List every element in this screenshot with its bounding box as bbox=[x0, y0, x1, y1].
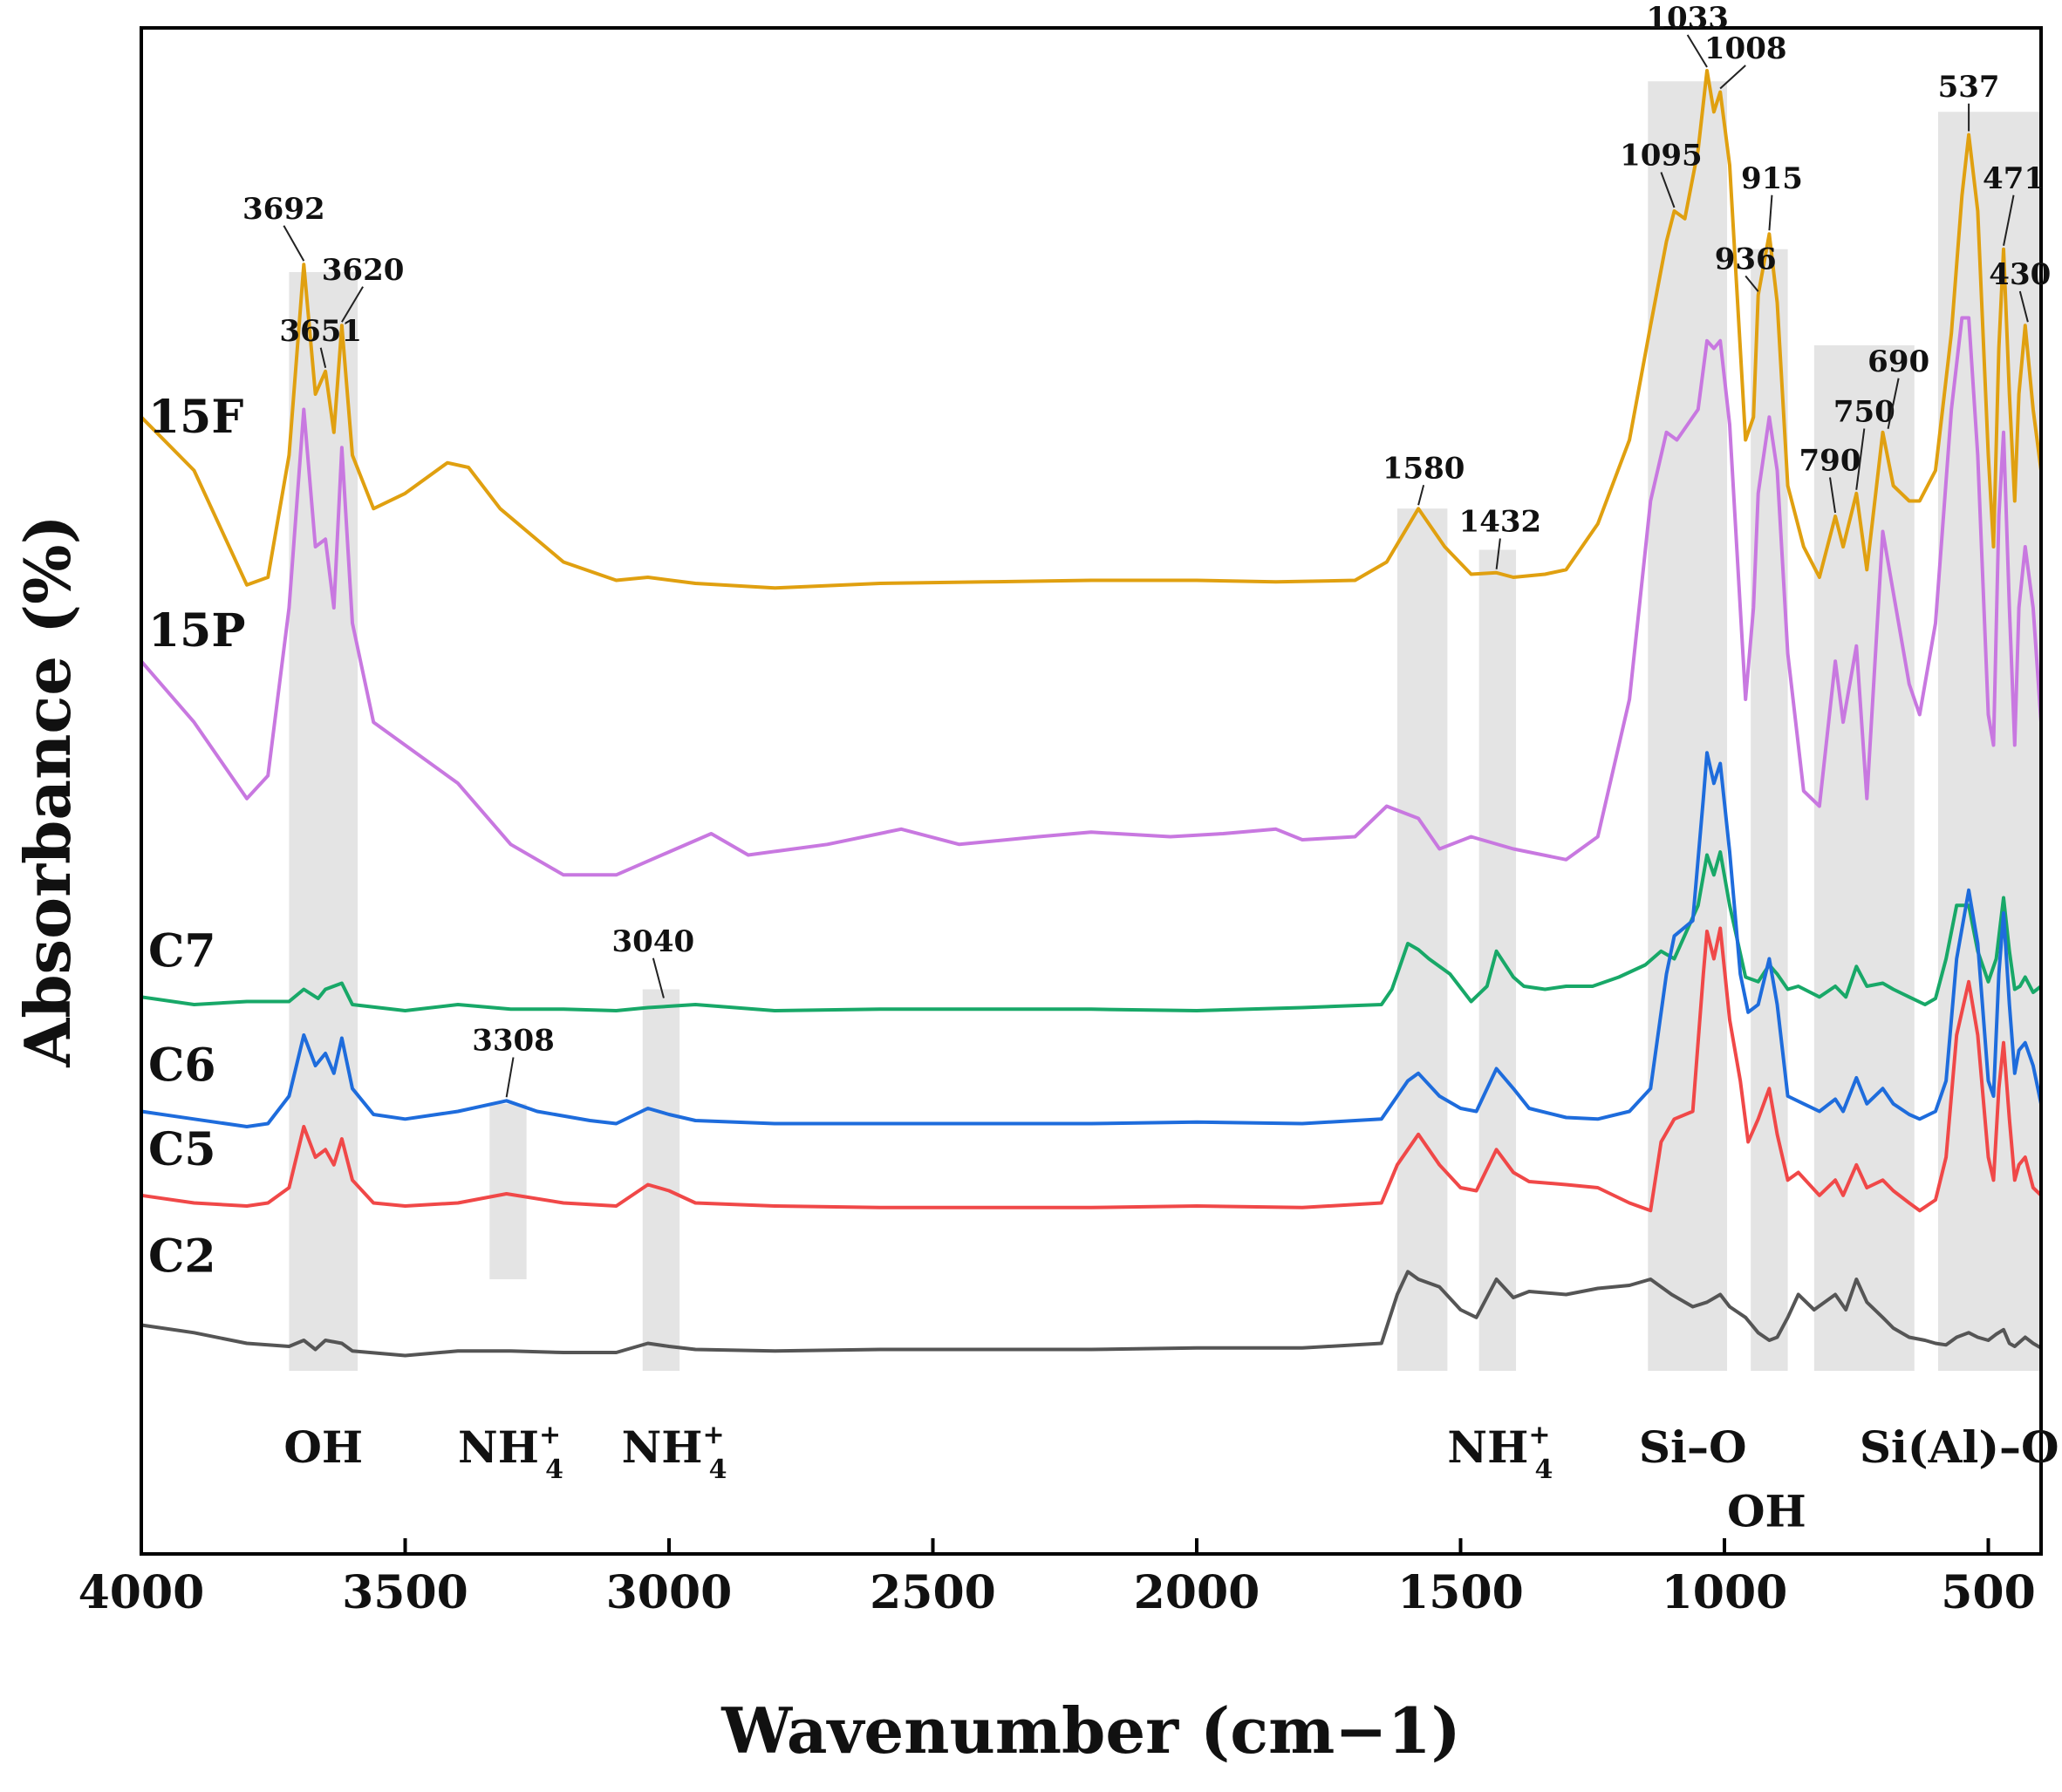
peak-label-1095: 1095 bbox=[1620, 139, 1703, 174]
peak-leader-line bbox=[1719, 65, 1746, 90]
peak-label-3308: 3308 bbox=[472, 1024, 555, 1059]
peak-leader-line bbox=[1887, 378, 1900, 429]
x-tick-label: 1000 bbox=[1662, 1566, 1788, 1619]
band-highlight-2 bbox=[642, 989, 680, 1371]
peak-label-790: 790 bbox=[1799, 444, 1861, 479]
series-label-c6: C6 bbox=[148, 1039, 216, 1093]
peak-label-1432: 1432 bbox=[1459, 505, 1542, 540]
peak-label-3692: 3692 bbox=[242, 192, 325, 227]
band-highlight-4 bbox=[1478, 549, 1517, 1371]
x-tick-label: 3500 bbox=[342, 1566, 468, 1619]
peak-label-537: 537 bbox=[1938, 70, 2000, 105]
band-highlight-0 bbox=[289, 272, 358, 1371]
peak-label-1033: 1033 bbox=[1646, 1, 1729, 36]
series-line-c5 bbox=[140, 926, 2043, 1213]
x-axis-ticks: 4000 3500 3000 2500 2000 1500 1000 500 bbox=[79, 1538, 2036, 1619]
series-label-c5: C5 bbox=[148, 1123, 216, 1176]
peak-label-915: 915 bbox=[1741, 161, 1803, 196]
peak-label-936: 936 bbox=[1715, 242, 1777, 277]
band-label: OH bbox=[1727, 1486, 1806, 1537]
y-axis-title: Absorbance (%) bbox=[10, 514, 85, 1067]
series-label-c7: C7 bbox=[148, 924, 216, 978]
annotations: 15F 15P C7 C6 C5 C2 3692 3620 3651 3040 3308 1580 14… bbox=[148, 1, 2059, 1537]
x-tick-label: 4000 bbox=[79, 1566, 205, 1619]
peak-leader-line bbox=[652, 957, 665, 998]
series-line-c6 bbox=[140, 751, 2043, 1128]
band-highlight-3 bbox=[1396, 508, 1448, 1371]
x-tick-label: 2000 bbox=[1134, 1566, 1260, 1619]
peak-leader-line bbox=[2003, 194, 2015, 246]
peak-leader-line bbox=[1495, 538, 1501, 569]
peak-leader-line bbox=[2018, 290, 2029, 323]
peak-label-1580: 1580 bbox=[1383, 451, 1465, 486]
band-label: Si–O bbox=[1639, 1421, 1747, 1473]
peak-leader-line bbox=[1855, 428, 1866, 490]
series-line-15p bbox=[140, 316, 2043, 877]
peak-leader-line bbox=[1745, 275, 1759, 292]
peak-leader-line bbox=[1829, 477, 1837, 514]
band-highlight-6 bbox=[1751, 249, 1788, 1371]
band-highlight-7 bbox=[1813, 345, 1915, 1371]
series-line-15f bbox=[140, 69, 2043, 590]
peak-leader-line bbox=[1660, 172, 1676, 208]
band-label: NH+ 4 bbox=[458, 1420, 563, 1485]
peak-leader-line bbox=[283, 225, 305, 262]
peak-leader-line bbox=[1768, 194, 1773, 231]
band-label: NH+ 4 bbox=[622, 1420, 727, 1485]
x-tick-label: 1500 bbox=[1397, 1566, 1524, 1619]
plot-border bbox=[140, 26, 2043, 1556]
band-label: Si(Al)–O bbox=[1860, 1421, 2059, 1473]
peak-leader-line bbox=[1417, 484, 1425, 506]
x-tick-label: 3000 bbox=[606, 1566, 733, 1619]
peak-leader-line bbox=[1686, 34, 1708, 68]
peak-leader-line bbox=[341, 286, 364, 323]
peak-label-3040: 3040 bbox=[612, 924, 695, 959]
peak-label-471: 471 bbox=[1983, 161, 2045, 196]
peak-label-750: 750 bbox=[1833, 395, 1895, 430]
band-label: OH bbox=[283, 1421, 363, 1473]
series-line-c2 bbox=[140, 1270, 2043, 1358]
series-label-15p: 15P bbox=[148, 604, 245, 658]
peak-label-430: 430 bbox=[1989, 257, 2051, 292]
plot-frame bbox=[140, 26, 2043, 1556]
series-line-c7 bbox=[140, 850, 2043, 1012]
band-highlight-5 bbox=[1648, 81, 1728, 1371]
peak-leader-line bbox=[319, 347, 327, 368]
peak-label-1008: 1008 bbox=[1704, 31, 1787, 66]
band-highlights bbox=[289, 81, 2041, 1371]
band-highlight-1 bbox=[489, 1103, 527, 1279]
x-tick-label: 500 bbox=[1941, 1566, 2036, 1619]
x-tick-label: 2500 bbox=[870, 1566, 996, 1619]
peak-leader-line bbox=[505, 1057, 515, 1098]
peak-label-3620: 3620 bbox=[322, 253, 405, 288]
band-label: NH+ 4 bbox=[1447, 1420, 1553, 1485]
series-label-15f: 15F bbox=[148, 391, 243, 444]
peak-label-690: 690 bbox=[1867, 344, 1929, 379]
x-axis-title: Wavenumber (cm−1) bbox=[720, 1693, 1461, 1768]
spectra-lines bbox=[140, 69, 2043, 1358]
series-label-c2: C2 bbox=[148, 1230, 216, 1283]
peak-label-3651: 3651 bbox=[279, 314, 362, 349]
